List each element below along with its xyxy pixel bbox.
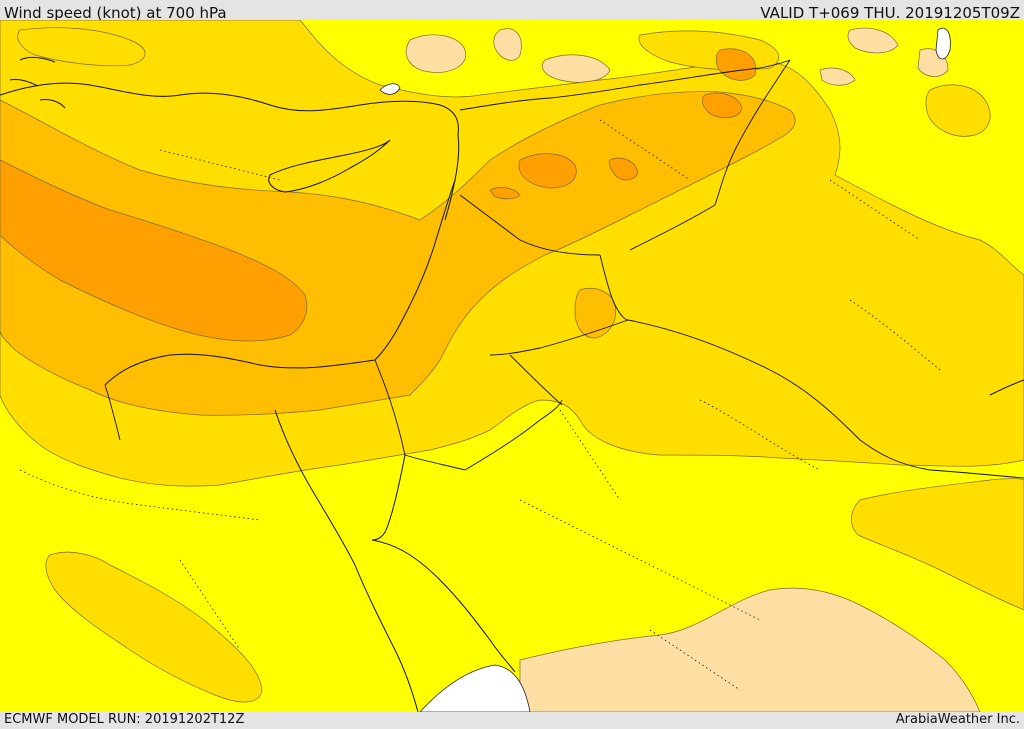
border-syria-iraq (629, 59, 791, 251)
province-border-5 (159, 149, 281, 181)
level4-area-levant (518, 153, 577, 189)
province-border-10 (599, 119, 691, 181)
province-border-1 (19, 469, 261, 521)
level2-area-northeast (925, 84, 991, 137)
province-border-6 (829, 179, 921, 241)
province-border-9 (179, 559, 241, 651)
level4-areas (0, 48, 757, 342)
border-saudi-iraq-west (509, 354, 563, 406)
light-area-north-3 (493, 28, 522, 61)
province-border-4 (559, 409, 621, 501)
white-area-north (379, 83, 401, 95)
coastline-aqaba-gulf (371, 454, 406, 541)
border-jordan-saudi (489, 319, 629, 356)
level2-area-east (851, 478, 1024, 611)
light-area-northeast-1 (847, 27, 899, 54)
level4-area-jordan (489, 187, 521, 200)
level3-area-syria-patch (574, 288, 616, 339)
level2-area-northwest (17, 27, 146, 67)
border-saudi-jordan-south (404, 399, 563, 471)
province-borders (19, 119, 941, 691)
model-run-label: ECMWF MODEL RUN: 20191202T12Z (4, 712, 245, 727)
map-canvas (0, 20, 1024, 712)
light-area-north-1 (405, 34, 467, 73)
border-jordan-east (599, 254, 629, 321)
coastline-persian-gulf (989, 379, 1024, 396)
chart-title: Wind speed (knot) at 700 hPa (4, 4, 227, 22)
coastline-egypt (104, 353, 376, 386)
coastline-turkey (0, 82, 460, 221)
credit-label: ArabiaWeather Inc. (895, 712, 1020, 727)
border-saudi-iraq (627, 319, 1024, 479)
light-area-south (519, 587, 981, 712)
white-area-lake (935, 27, 951, 60)
coastline-aegean (9, 56, 66, 109)
weather-map (0, 20, 1024, 712)
coastlines (0, 56, 1024, 712)
coastline-suez-gulf (274, 409, 419, 712)
border-jordan-north (459, 194, 601, 256)
border-egypt-libya (104, 384, 121, 441)
level2-area-southwest (45, 551, 263, 703)
valid-time-label: VALID T+069 THU. 20191205T09Z (760, 4, 1020, 22)
white-areas (379, 27, 951, 712)
country-borders (104, 59, 1024, 479)
border-egypt-israel (374, 359, 406, 456)
light-area-northeast-2 (819, 67, 856, 86)
coastline-red-sea-east (371, 539, 516, 673)
coastline-cyprus (268, 139, 391, 193)
white-area-red-sea (419, 664, 531, 712)
coastline-levant (374, 179, 456, 361)
footer-bar: ECMWF MODEL RUN: 20191202T12Z ArabiaWeat… (0, 712, 1024, 729)
border-turkey-syria (459, 59, 791, 111)
level4-area-mediterranean (0, 159, 308, 342)
level4-area-iraq-north (702, 92, 743, 118)
level4-area-syria (608, 157, 639, 181)
header-bar: Wind speed (knot) at 700 hPa VALID T+069… (0, 0, 1024, 22)
province-border-8 (649, 629, 741, 691)
province-border-2 (519, 499, 761, 621)
